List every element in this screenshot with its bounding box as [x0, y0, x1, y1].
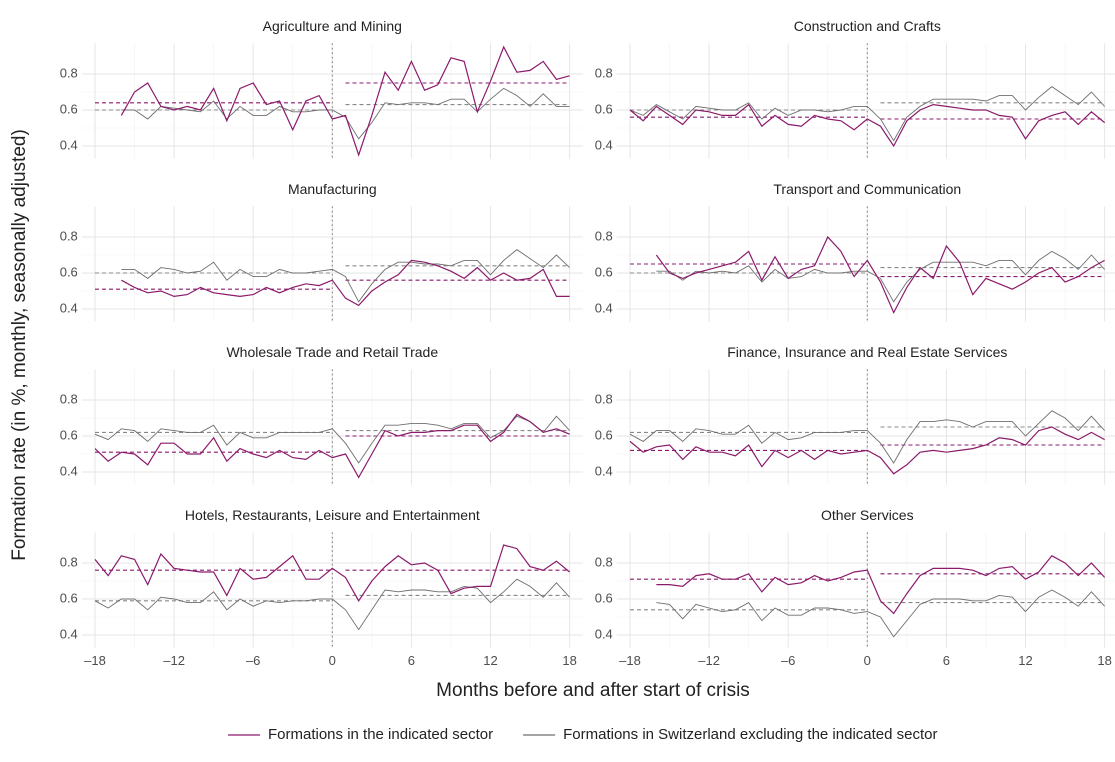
- series-line: [94, 415, 570, 464]
- x-tick-label: 18: [1097, 653, 1111, 668]
- series-line: [94, 544, 571, 602]
- x-tick-label: 18: [562, 653, 576, 668]
- y-tick-label: 0.6: [595, 101, 613, 116]
- panel-title: Hotels, Restaurants, Leisure and Enterta…: [185, 507, 480, 523]
- series-line: [121, 259, 570, 307]
- panel-title: Agriculture and Mining: [263, 18, 402, 34]
- series-line: [121, 87, 570, 140]
- x-axis-label: Months before and after start of crisis: [436, 680, 750, 701]
- y-tick-label: 0.6: [595, 590, 613, 605]
- y-tick-label: 0.8: [60, 391, 78, 406]
- series-line: [121, 249, 570, 303]
- x-tick-label: 12: [1018, 653, 1032, 668]
- y-tick-label: 0.6: [60, 590, 78, 605]
- x-tick-label: 12: [483, 653, 497, 668]
- x-tick-label: –6: [246, 653, 260, 668]
- x-tick-label: 0: [329, 653, 336, 668]
- series-line: [629, 426, 1105, 475]
- y-tick-label: 0.4: [60, 626, 78, 641]
- x-tick-label: –18: [619, 653, 641, 668]
- y-tick-label: 0.4: [595, 463, 613, 478]
- series-line: [629, 86, 1105, 142]
- y-tick-label: 0.8: [595, 65, 613, 80]
- x-tick-label: –6: [781, 653, 795, 668]
- y-tick-label: 0.6: [60, 101, 78, 116]
- y-tick-label: 0.6: [595, 264, 613, 279]
- panel-title: Construction and Crafts: [794, 18, 941, 34]
- y-tick-label: 0.6: [595, 427, 613, 442]
- x-tick-label: 6: [943, 653, 950, 668]
- x-tick-label: 0: [864, 653, 871, 668]
- y-tick-label: 0.4: [595, 300, 613, 315]
- y-tick-label: 0.4: [595, 137, 613, 152]
- y-tick-label: 0.4: [595, 626, 613, 641]
- y-tick-label: 0.8: [60, 228, 78, 243]
- y-tick-label: 0.8: [60, 554, 78, 569]
- y-tick-label: 0.4: [60, 463, 78, 478]
- panel-title: Manufacturing: [288, 181, 377, 197]
- x-tick-label: –18: [84, 653, 106, 668]
- x-tick-label: –12: [163, 653, 185, 668]
- series-line: [656, 250, 1105, 303]
- y-tick-label: 0.4: [60, 137, 78, 152]
- series-line: [629, 103, 1106, 148]
- series-line: [120, 45, 570, 157]
- y-tick-label: 0.6: [60, 264, 78, 279]
- legend-label: Formations in Switzerland excluding the …: [563, 726, 937, 743]
- legend-label: Formations in the indicated sector: [268, 726, 493, 743]
- y-tick-label: 0.4: [60, 300, 78, 315]
- x-tick-label: –12: [698, 653, 720, 668]
- y-tick-label: 0.8: [595, 391, 613, 406]
- y-tick-label: 0.8: [595, 554, 613, 569]
- panel-title: Transport and Communication: [773, 181, 961, 197]
- series-line: [656, 589, 1105, 638]
- series-line: [655, 235, 1105, 314]
- series-line: [94, 578, 570, 631]
- y-axis-label: Formation rate (in %, monthly, seasonall…: [9, 129, 30, 561]
- panel-title: Other Services: [821, 507, 914, 523]
- y-tick-label: 0.8: [60, 65, 78, 80]
- series-line: [656, 555, 1106, 615]
- series-line: [629, 410, 1105, 464]
- x-tick-label: 6: [408, 653, 415, 668]
- y-tick-label: 0.8: [595, 228, 613, 243]
- panel-title: Wholesale Trade and Retail Trade: [226, 344, 438, 360]
- panel-title: Finance, Insurance and Real Estate Servi…: [727, 344, 1007, 360]
- y-tick-label: 0.6: [60, 427, 78, 442]
- series-line: [94, 413, 570, 479]
